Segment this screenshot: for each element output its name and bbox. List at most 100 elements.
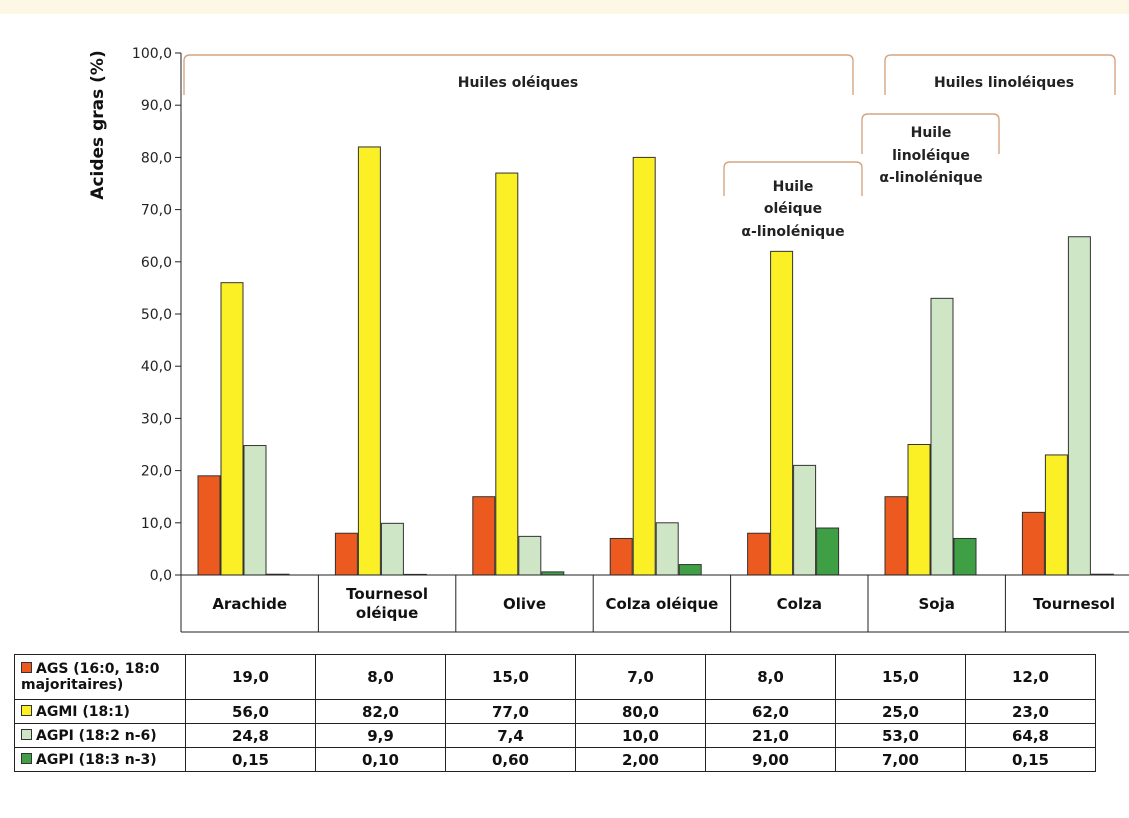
bracket-huiles-linoleiques (884, 54, 1116, 95)
bar (632, 156, 656, 576)
table-cell: 62,0 (705, 699, 836, 724)
legend-swatch (21, 752, 32, 764)
y-tick-label: 90,0 (141, 98, 172, 114)
bar (747, 532, 771, 576)
group-label-oleique-alinolenique-line3: α-linolénique (741, 224, 844, 240)
table-cell: 53,0 (835, 723, 966, 748)
bar (884, 496, 908, 576)
bar (953, 537, 977, 576)
table-cell: 2,00 (575, 747, 706, 772)
bar (930, 297, 954, 576)
y-tick-label: 60,0 (141, 255, 172, 271)
table-row: AGS (16:0, 18:0 majoritaires) 19,0 8,0 15,0… (14, 654, 1096, 700)
table-cell: 8,0 (315, 654, 446, 700)
category-label: Arachide (212, 595, 287, 613)
table-cell: 21,0 (705, 723, 836, 748)
bar (770, 250, 794, 576)
bar (472, 496, 496, 576)
bracket-huile-linoleique-alinolenique (861, 113, 1000, 154)
bar (1021, 511, 1045, 576)
bar (334, 532, 358, 576)
row-header: AGPI (18:2 n-6) (14, 723, 186, 748)
table-cell: 56,0 (185, 699, 316, 724)
row-header: AGS (16:0, 18:0 majoritaires) (14, 654, 186, 700)
category-label: Colza (777, 595, 822, 613)
bracket-huile-oleique-alinolenique (723, 161, 863, 196)
table-cell: 12,0 (965, 654, 1096, 700)
legend-swatch (21, 662, 32, 673)
table-cell: 8,0 (705, 654, 836, 700)
y-tick-label: 40,0 (141, 359, 172, 375)
table-cell: 9,9 (315, 723, 446, 748)
table-cell: 15,0 (445, 654, 576, 700)
table-cell: 24,8 (185, 723, 316, 748)
group-label-oleique-alinolenique-line1: Huile (773, 179, 814, 195)
table-cell: 9,00 (705, 747, 836, 772)
row-header-label: AGPI (18:3 n-3) (36, 751, 157, 768)
bar (655, 522, 679, 576)
row-header-label: AGS (16:0, 18:0 majoritaires) (21, 661, 160, 693)
group-label-linoleique-alinolenique-line2: linoléique (892, 148, 970, 164)
y-tick-label: 20,0 (141, 464, 172, 480)
group-label-linoleique-alinolenique-line3: α-linolénique (879, 170, 982, 186)
table-cell: 0,60 (445, 747, 576, 772)
table-row: AGPI (18:2 n-6) 24,8 9,9 7,4 10,0 21,0 53,0 64,… (14, 723, 1096, 748)
table-cell: 0,15 (965, 747, 1096, 772)
bar (220, 282, 244, 576)
row-header: AGMI (18:1) (14, 699, 186, 724)
group-label-huiles-linoleiques: Huiles linoléiques (934, 75, 1074, 91)
top-band (0, 0, 1129, 14)
bar (197, 475, 221, 576)
bar (357, 146, 381, 576)
table-cell: 10,0 (575, 723, 706, 748)
table-cell: 77,0 (445, 699, 576, 724)
y-tick-label: 70,0 (141, 203, 172, 219)
table-cell: 0,10 (315, 747, 446, 772)
data-table: AGS (16:0, 18:0 majoritaires) 19,0 8,0 15,0… (14, 654, 1096, 772)
y-tick-label: 50,0 (141, 307, 172, 323)
bar (1044, 454, 1068, 576)
table-cell: 80,0 (575, 699, 706, 724)
table-row: AGPI (18:3 n-3) 0,15 0,10 0,60 2,00 9,00 7,00 0… (14, 747, 1096, 772)
table-cell: 0,15 (185, 747, 316, 772)
bar (609, 537, 633, 576)
bar (793, 464, 817, 576)
table-cell: 15,0 (835, 654, 966, 700)
table-cell: 19,0 (185, 654, 316, 700)
y-tick-label: 0,0 (150, 568, 172, 584)
bracket-huiles-oleiques (183, 54, 854, 95)
y-tick-label: 30,0 (141, 411, 172, 427)
table-cell: 82,0 (315, 699, 446, 724)
table-cell: 64,8 (965, 723, 1096, 748)
bar (243, 445, 267, 576)
bar (495, 172, 519, 576)
category-label: Soja (919, 595, 955, 613)
legend-swatch (21, 704, 32, 716)
group-label-huiles-oleiques: Huiles oléiques (458, 75, 579, 91)
y-tick-label: 80,0 (141, 150, 172, 166)
row-header: AGPI (18:3 n-3) (14, 747, 186, 772)
bar (678, 564, 702, 576)
row-header-label: AGPI (18:2 n-6) (36, 727, 157, 744)
bar (518, 535, 542, 576)
y-axis-title: Acides gras (%) (88, 50, 108, 199)
table-cell: 7,00 (835, 747, 966, 772)
legend-swatch (21, 728, 32, 740)
group-label-linoleique-alinolenique-line1: Huile (911, 125, 952, 141)
table-cell: 7,4 (445, 723, 576, 748)
table-cell: 7,0 (575, 654, 706, 700)
table-row: AGMI (18:1) 56,0 82,0 77,0 80,0 62,0 25,0 23,0 (14, 699, 1096, 724)
category-label-line1: Tournesol (346, 585, 428, 603)
y-tick-label: 100,0 (132, 46, 172, 62)
table-cell: 25,0 (835, 699, 966, 724)
bar (816, 527, 840, 576)
y-tick-label: 10,0 (141, 516, 172, 532)
category-label: Olive (503, 595, 546, 613)
category-label: Colza oléique (605, 595, 718, 613)
bar (1067, 236, 1091, 576)
bar (907, 444, 931, 576)
bar (380, 522, 404, 576)
row-header-label: AGMI (18:1) (36, 703, 130, 720)
category-label: Tournesol (1033, 595, 1115, 613)
